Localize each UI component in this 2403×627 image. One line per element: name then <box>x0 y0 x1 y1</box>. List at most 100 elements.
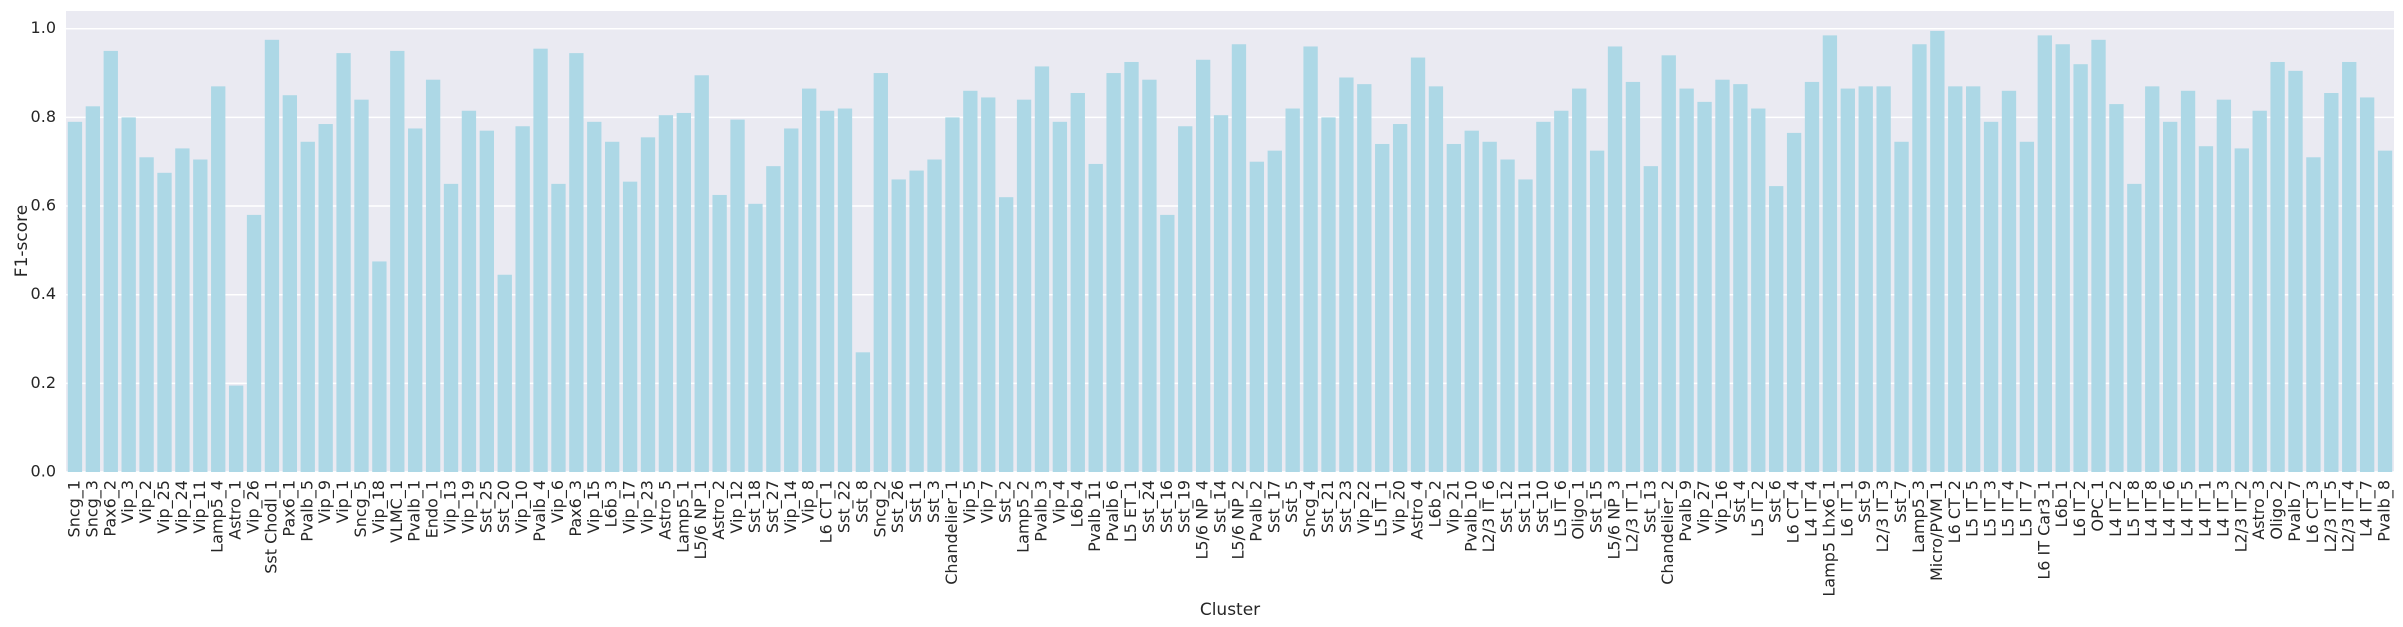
bar <box>193 159 208 473</box>
bar <box>1464 130 1479 473</box>
bar <box>1679 88 1694 472</box>
x-tick-label: Vip_14 <box>781 480 801 534</box>
x-tick-label: Pax6_3 <box>566 480 586 537</box>
bar <box>1786 132 1802 472</box>
x-tick-label: Pvalb_2 <box>1246 480 1266 542</box>
x-tick-label: Sst Chodl_1 <box>261 480 281 574</box>
bar <box>336 53 351 473</box>
bar <box>2216 99 2232 473</box>
bar <box>1410 57 1426 472</box>
bar <box>1840 88 1855 472</box>
x-tick-label: Vip_16 <box>1712 480 1732 534</box>
x-tick-label: Sst_6 <box>1766 480 1786 523</box>
x-tick-label: Sst_24 <box>1139 480 1159 533</box>
bar <box>533 48 548 472</box>
x-tick-label: Sst_1 <box>906 480 926 523</box>
bar <box>1106 73 1121 473</box>
x-tick-label: Vip_20 <box>1390 480 1410 534</box>
bar <box>712 194 727 472</box>
x-tick-label: Vip_12 <box>727 480 747 534</box>
x-tick-label: L6 CT_1 <box>817 480 837 543</box>
bar <box>551 183 566 472</box>
bar <box>443 183 459 472</box>
x-tick-label: L4 IT_3 <box>2213 480 2233 537</box>
y-tick-label: 0.6 <box>31 196 56 215</box>
x-tick-label: Sst_25 <box>476 480 496 533</box>
x-tick-label: Pvalb_5 <box>297 480 317 542</box>
bar <box>300 141 315 473</box>
y-axis-label: F1-score <box>12 205 32 277</box>
bar <box>282 95 298 472</box>
bar <box>2342 61 2357 473</box>
bar <box>1948 86 1963 472</box>
x-tick-label: Vip_25 <box>154 480 174 534</box>
x-tick-label: L5 IT_5 <box>1963 480 1983 537</box>
bar <box>1589 150 1605 472</box>
bar <box>264 39 280 472</box>
x-tick-label: Vip_4 <box>1049 480 1069 523</box>
bar <box>1088 163 1103 472</box>
x-tick-label: L5 IT_1 <box>1372 480 1392 537</box>
bar <box>515 126 530 472</box>
bar <box>157 172 172 472</box>
y-tick-label: 1.0 <box>31 18 56 37</box>
x-tick-label: Sst_23 <box>1336 480 1356 533</box>
bar <box>1446 143 1462 472</box>
x-tick-label: L4 IT_7 <box>2357 480 2377 537</box>
x-tick-label: Lamp5 Lhx6_1 <box>1819 480 1839 597</box>
bar <box>1142 79 1157 473</box>
bar <box>1428 86 1444 472</box>
bar <box>175 148 190 473</box>
x-tick-label: Vip_2 <box>136 480 156 523</box>
bar <box>2127 183 2142 472</box>
x-tick-label: Vip_27 <box>1694 480 1714 534</box>
bar <box>139 157 154 472</box>
bar <box>837 108 853 473</box>
x-tick-label: L5/6 NP_3 <box>1605 480 1625 560</box>
x-tick-label: L6 IT_2 <box>2070 480 2090 537</box>
x-tick-label: Sst_18 <box>745 480 765 533</box>
bar <box>1375 143 1390 472</box>
x-tick-label: Sncg_1 <box>64 480 84 537</box>
x-tick-label: Lamp5_2 <box>1014 480 1034 553</box>
x-tick-label: Pvalb_10 <box>1461 480 1481 552</box>
x-tick-label: L5/6 NP_2 <box>1228 480 1248 560</box>
bar <box>2145 86 2160 472</box>
x-tick-label: Sst_2 <box>996 480 1016 523</box>
x-tick-label: Vip_18 <box>369 480 389 534</box>
bar <box>2252 110 2267 472</box>
bar <box>1894 141 1909 473</box>
bar <box>2001 90 2017 473</box>
x-tick-label: L5/6 NP_4 <box>1193 480 1213 560</box>
bar <box>891 179 906 472</box>
x-tick-label: Pvalb_6 <box>1103 480 1123 542</box>
x-tick-label: L6b_4 <box>1067 480 1087 527</box>
bar <box>2073 64 2088 472</box>
x-tick-label: L2/3 IT_3 <box>1873 480 1893 552</box>
bar <box>1231 44 1247 473</box>
x-tick-label: Vip_26 <box>244 480 264 534</box>
y-tick-label: 0.0 <box>31 462 56 481</box>
bar <box>2162 121 2178 472</box>
bar <box>1213 115 1229 472</box>
bar <box>103 50 118 473</box>
bar <box>1339 77 1354 472</box>
bar <box>67 121 83 472</box>
bar <box>1697 101 1712 473</box>
bar <box>1715 79 1730 473</box>
bar <box>802 88 817 472</box>
bar <box>2180 90 2196 473</box>
bar <box>2359 97 2375 472</box>
x-tick-label: Sst_22 <box>834 480 854 533</box>
bar <box>587 121 602 472</box>
bar <box>228 385 244 472</box>
bar <box>1554 110 1569 472</box>
bar <box>246 214 262 472</box>
bar <box>1357 84 1372 473</box>
bar <box>819 110 835 472</box>
bar <box>1267 150 1282 472</box>
bar <box>1052 121 1068 472</box>
x-tick-label: Vip_1 <box>333 480 353 523</box>
x-tick-label: Chandelier_1 <box>942 480 962 585</box>
bar <box>1249 161 1265 472</box>
